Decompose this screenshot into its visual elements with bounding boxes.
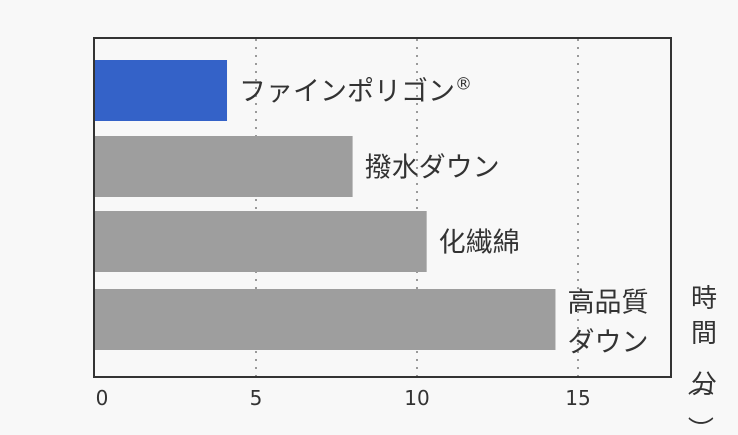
bar-label-3: 高品質ダウン: [567, 288, 648, 359]
bar-label-0: ファインポリゴン®: [239, 75, 472, 108]
bar-label-2: 化繊綿: [439, 228, 520, 259]
bar-1: [95, 136, 353, 197]
bar-2: [95, 211, 427, 272]
bar-label-1: 撥水ダウン: [365, 153, 500, 184]
x-tick-0: 0: [96, 386, 109, 410]
bars: [95, 60, 556, 350]
value-axis-title: 時間（分）: [684, 284, 717, 435]
plot-frame: [93, 37, 672, 378]
x-tick-10: 10: [404, 386, 429, 410]
x-tick-5: 5: [250, 386, 263, 410]
value-axis-label: 時間（分）: [684, 284, 717, 435]
x-tick-15: 15: [565, 386, 590, 410]
bar-0: [95, 60, 228, 121]
x-tick-labels: 0 5 10 15: [96, 386, 591, 410]
bar-3: [95, 289, 556, 350]
